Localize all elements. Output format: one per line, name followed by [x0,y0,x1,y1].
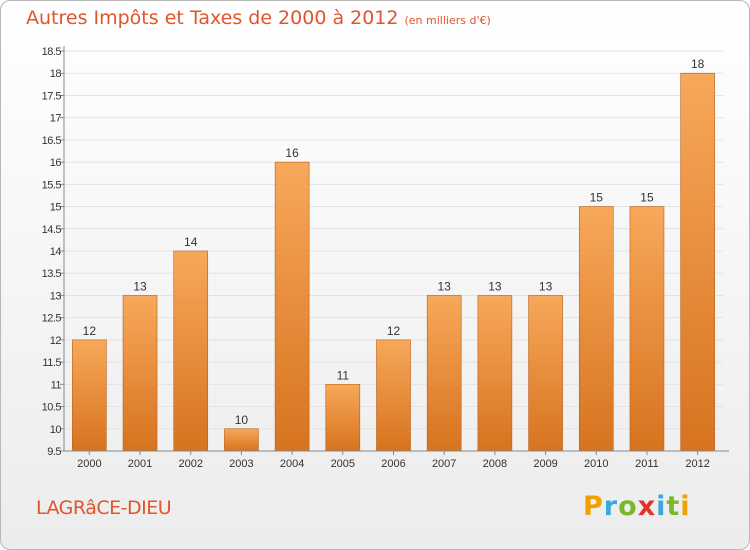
data-label: 13 [438,279,452,293]
axes [60,46,729,455]
y-tick-label: 15 [50,202,62,214]
y-tick-label: 17.5 [42,90,62,102]
bar [122,295,158,452]
logo-letter: i [680,491,691,522]
x-tick-label: 2010 [584,458,608,470]
y-tick-label: 12.5 [42,313,62,325]
location-name: LAGRâCE-DIEU [36,497,172,519]
y-tick-label: 14.5 [42,224,62,236]
bar [325,384,361,452]
y-tick-label: 10 [50,424,62,436]
data-label: 18 [691,57,705,71]
x-tick-label: 2011 [635,458,659,470]
x-tick-label: 2012 [685,458,709,470]
x-tick-label: 2001 [128,458,152,470]
y-tick-label: 17 [50,113,62,125]
data-label: 15 [590,191,604,205]
x-tick-label: 2008 [483,458,507,470]
logo-letter: x [637,491,657,522]
bar [680,72,715,452]
bar [173,250,209,452]
y-tick-label: 12 [50,335,62,347]
x-tick-label: 2007 [432,458,456,470]
labels: 9.5 10 10.5 11 11.5 12 12.5 13 13.5 14 14.5 15 15.5 1… [42,46,710,470]
x-tick-label: 2000 [77,458,101,470]
y-tick-label: 18 [50,68,62,80]
chart-subtitle: (en milliers d'€) [404,14,491,27]
bar [578,206,614,452]
x-tick-label: 2003 [229,458,253,470]
bars [72,72,715,452]
y-tick-label: 10.5 [42,402,62,414]
data-label: 12 [83,324,97,338]
data-label: 15 [640,191,654,205]
bar [224,428,259,452]
y-tick-label: 11.5 [42,357,61,369]
logo-letter: i [656,491,667,522]
data-label: 12 [387,324,401,338]
y-tick-label: 16.5 [42,135,62,147]
x-tick-label: 2009 [533,458,557,470]
bar [528,295,563,452]
logo-letter: t [666,491,681,522]
x-tick-label: 2005 [331,458,355,470]
logo-letter: r [603,491,619,522]
data-label: 13 [488,279,502,293]
data-label: 14 [184,235,198,249]
y-tick-label: 14 [50,246,62,258]
logo-letter: P [583,491,604,522]
bar [376,339,411,452]
data-label: 13 [539,279,553,293]
bar [426,295,462,452]
bar [629,206,665,452]
y-tick-label: 16 [50,157,62,169]
y-tick-label: 15.5 [42,179,62,191]
data-label: 11 [337,368,350,382]
x-tick-label: 2002 [178,458,202,470]
logo-letter: o [618,491,638,522]
y-tick-label: 18.5 [42,46,62,58]
x-tick-label: 2006 [381,458,405,470]
data-label: 16 [285,146,299,160]
bar [72,339,107,452]
y-tick-label: 13.5 [42,268,62,280]
proxiti-logo[interactable]: Proxiti [583,491,691,522]
y-tick-label: 9.5 [47,446,61,458]
y-tick-label: 13 [50,290,62,302]
bar [274,161,310,452]
data-label: 13 [133,279,147,293]
bar [477,295,513,452]
y-tick-label: 11 [51,379,62,391]
data-label: 10 [235,413,249,427]
chart-title: Autres Impôts et Taxes de 2000 à 2012 [26,7,399,29]
x-tick-label: 2004 [280,458,304,470]
chart-title-row: Autres Impôts et Taxes de 2000 à 2012 (en… [26,7,491,29]
